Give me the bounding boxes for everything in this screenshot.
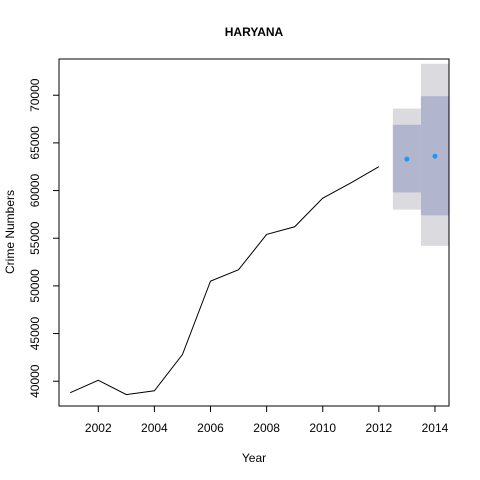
- y-tick-label: 60000: [28, 174, 42, 208]
- forecast-point: [404, 156, 410, 162]
- y-tick-label: 50000: [28, 269, 42, 303]
- x-tick-label: 2006: [197, 421, 224, 435]
- x-axis: 2002 2004 2006 2008 2010 2012 2014: [85, 406, 449, 435]
- y-axis: 40000 45000 50000 55000 60000 65000 70000: [28, 78, 59, 398]
- y-tick-label: 40000: [28, 364, 42, 398]
- x-tick-label: 2004: [141, 421, 168, 435]
- forecast-bands: [392, 63, 449, 246]
- chart-title: HARYANA: [225, 25, 284, 39]
- y-axis-label: Crime Numbers: [3, 190, 17, 274]
- y-tick-label: 55000: [28, 221, 42, 255]
- y-tick-label: 65000: [28, 126, 42, 160]
- x-tick-label: 2002: [85, 421, 112, 435]
- forecast-point: [432, 153, 438, 159]
- forecast-points: [404, 153, 438, 162]
- x-tick-label: 2008: [253, 421, 280, 435]
- x-tick-label: 2012: [366, 421, 393, 435]
- x-tick-label: 2010: [309, 421, 336, 435]
- plot-frame: [58, 58, 450, 407]
- series-line: [70, 166, 380, 396]
- y-tick-label: 70000: [28, 78, 42, 112]
- x-axis-label: Year: [242, 451, 266, 465]
- x-tick-label: 2014: [422, 421, 449, 435]
- series-lines: [70, 166, 380, 396]
- y-tick-label: 45000: [28, 317, 42, 351]
